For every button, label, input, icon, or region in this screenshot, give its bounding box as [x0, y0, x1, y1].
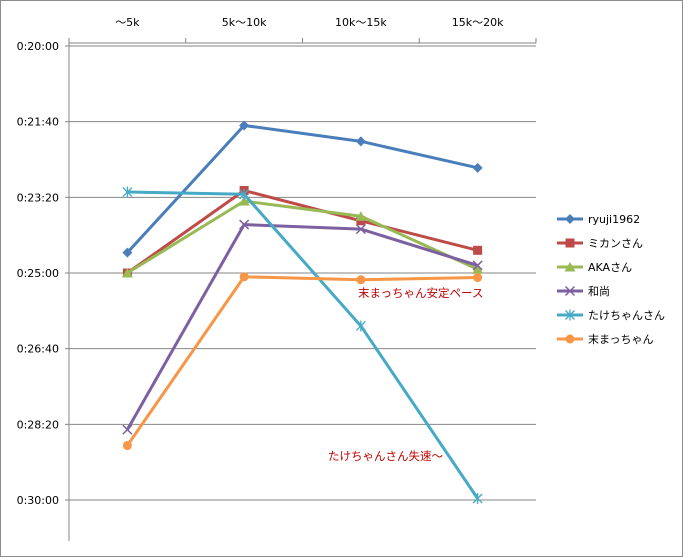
- marker-stroke: [564, 285, 576, 297]
- marker-shape: [355, 211, 367, 221]
- legend-label: AKAさん: [588, 261, 632, 274]
- marker-shape: [473, 273, 483, 283]
- marker-stroke: [239, 219, 250, 230]
- data-point: [472, 492, 483, 504]
- marker-shape: [239, 272, 249, 282]
- y-tick-label: 0:21:40: [17, 116, 59, 129]
- series-line: [126, 199, 479, 275]
- legend-label: 和尚: [588, 284, 610, 298]
- data-point: [355, 320, 366, 332]
- data-point: [239, 272, 249, 282]
- data-point: [472, 260, 483, 271]
- marker-shape: [473, 245, 483, 255]
- annotation-label: たけちゃんさん失速～: [328, 449, 443, 463]
- marker-stroke: [355, 224, 366, 235]
- series-line: [126, 189, 478, 275]
- marker-shape: [356, 216, 366, 226]
- marker-shape: [122, 247, 133, 258]
- marker-shape: [121, 268, 133, 278]
- y-tick-label: 0:20:00: [17, 40, 59, 53]
- marker-stroke: [472, 260, 483, 271]
- marker-shape: [472, 162, 483, 173]
- data-point: [356, 275, 366, 285]
- data-point: [239, 120, 250, 131]
- data-point: [356, 216, 366, 226]
- y-tick-label: 0:30:00: [17, 494, 59, 507]
- y-tick-label: 0:25:00: [17, 267, 59, 280]
- marker-shape: [565, 238, 575, 248]
- x-tick-label: 5k～10k: [222, 16, 267, 29]
- marker-shape: [355, 136, 366, 147]
- data-point: [239, 188, 250, 200]
- data-point: [472, 162, 483, 173]
- marker-shape: [565, 214, 575, 224]
- y-tick-label: 0:26:40: [17, 343, 59, 356]
- data-point: [122, 441, 132, 451]
- annotation-label: 末まっちゃん安定ペース: [358, 286, 483, 300]
- y-tick-label: 0:23:20: [17, 191, 59, 204]
- marker-shape: [238, 196, 250, 206]
- marker-shape: [239, 120, 250, 131]
- marker-shape: [356, 275, 366, 285]
- data-point: [355, 224, 366, 235]
- data-point: [238, 196, 250, 206]
- series-line: [126, 123, 478, 254]
- data-point: [239, 219, 250, 230]
- series-line: [127, 190, 479, 500]
- data-point: [472, 264, 484, 274]
- x-tick-label: ～5k: [115, 16, 140, 29]
- legend-marker: [565, 309, 575, 321]
- legend-marker: [564, 262, 576, 272]
- legend-label: ミカンさん: [588, 237, 643, 250]
- legend-label: たけちゃんさん: [588, 309, 665, 322]
- data-point: [122, 424, 133, 435]
- data-point: [473, 245, 483, 255]
- marker-shape: [565, 334, 575, 344]
- x-tick-label: 15k～20k: [452, 16, 504, 29]
- data-point: [122, 186, 133, 198]
- series-line: [126, 275, 478, 447]
- marker-shape: [122, 441, 132, 451]
- series-line: [126, 223, 479, 431]
- data-point: [121, 268, 133, 278]
- marker-shape: [564, 262, 576, 272]
- data-point: [355, 136, 366, 147]
- legend-marker: [564, 285, 576, 297]
- legend-label: 末まっちゃん: [588, 332, 654, 346]
- data-point: [122, 247, 133, 258]
- legend-marker: [565, 334, 575, 344]
- marker-stroke: [122, 424, 133, 435]
- x-tick-label: 10k～15k: [335, 16, 387, 29]
- legend-marker: [565, 214, 575, 224]
- y-tick-label: 0:28:20: [17, 418, 59, 431]
- legend-label: ryuji1962: [588, 213, 640, 226]
- data-point: [473, 273, 483, 283]
- legend-marker: [565, 238, 575, 248]
- marker-shape: [472, 264, 484, 274]
- data-point: [355, 211, 367, 221]
